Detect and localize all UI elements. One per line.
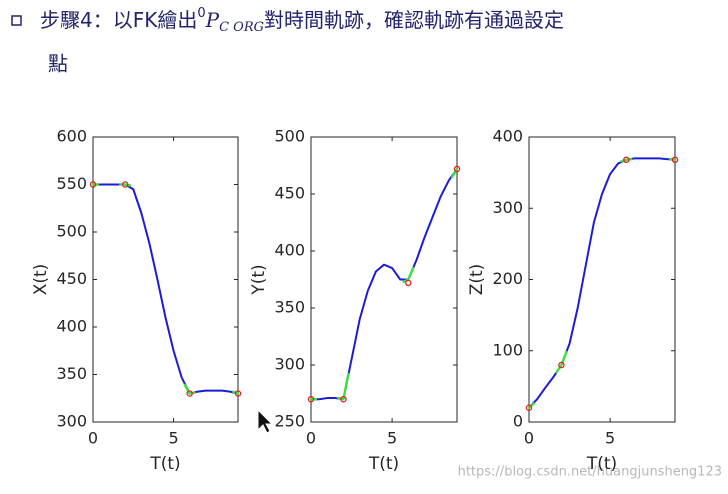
x-tick-label: 0 (306, 429, 316, 448)
x-tick-label: 5 (168, 429, 178, 448)
title-sub: C ORG (219, 20, 264, 35)
y-axis-label: Z(t) (467, 264, 487, 296)
title-suffix: 對時間軌跡，確認軌跡有通過設定 (264, 8, 564, 32)
y-axis-label: Y(t) (249, 264, 269, 295)
y-tick-label: 450 (56, 269, 87, 288)
x-tick-label: 5 (605, 429, 615, 448)
title-sup: 0 (197, 6, 205, 21)
slide-title: 步驟4：以FK繪出0PC ORG對時間軌跡，確認軌跡有通過設定 (40, 6, 564, 35)
x-tick-label: 0 (524, 429, 534, 448)
plot-frame (92, 136, 239, 423)
title-prefix: 步驟4：以FK繪出 (40, 8, 197, 32)
y-tick-label: 350 (56, 364, 87, 383)
trajectory-line (528, 157, 676, 409)
mouse-cursor (257, 408, 274, 434)
via-point (234, 390, 242, 397)
via-point (186, 390, 193, 397)
y-tick-label: 300 (492, 198, 523, 217)
y-tick-label: 0 (513, 412, 523, 431)
trajectory-line (310, 167, 458, 401)
y-tick-label: 450 (274, 184, 305, 203)
y-tick-label: 300 (274, 355, 305, 374)
via-point (121, 181, 129, 188)
x-axis-label: T(t) (586, 454, 617, 474)
y-tick-label: 300 (56, 412, 87, 431)
trajectory-line (92, 183, 239, 395)
x-axis-label: T(t) (149, 454, 180, 474)
y-axis-label: X(t) (31, 264, 51, 296)
via-point (340, 395, 347, 403)
plot-frame (528, 136, 676, 423)
y-tick-label: 250 (274, 412, 305, 431)
bullet (11, 15, 22, 26)
y-tick-label: 550 (56, 174, 87, 193)
via-point (623, 156, 630, 164)
y-tick-label: 400 (492, 127, 523, 146)
via-point (89, 181, 97, 188)
via-point (405, 279, 412, 287)
y-tick-label: 350 (274, 298, 305, 317)
y-tick-label: 400 (274, 241, 305, 260)
title-symbol: P (205, 8, 220, 32)
y-tick-label: 500 (274, 127, 305, 146)
y-tick-label: 400 (56, 317, 87, 336)
via-point (525, 404, 533, 411)
x-tick-label: 0 (88, 429, 98, 448)
y-tick-label: 600 (56, 127, 87, 146)
via-point (671, 156, 679, 164)
y-tick-label: 100 (492, 340, 523, 359)
slide-title-line2: 點 (48, 52, 68, 76)
plot-frame (310, 136, 458, 423)
y-tick-label: 500 (56, 222, 87, 241)
via-point (453, 165, 461, 173)
y-tick-label: 200 (492, 269, 523, 288)
x-axis-label: T(t) (368, 454, 399, 474)
via-point (558, 361, 565, 369)
watermark: https://blog.csdn.net/huangjunsheng123 (458, 465, 722, 480)
x-tick-label: 5 (387, 429, 397, 448)
via-point (307, 395, 315, 403)
